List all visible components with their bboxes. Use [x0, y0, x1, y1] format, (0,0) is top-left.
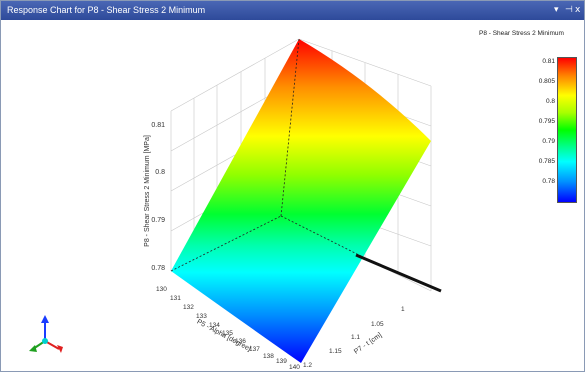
x-axis-ticks: 130 131 132 133 134 135 136 137 138 139 …	[156, 286, 300, 371]
y-axis-ticks: 1 1.05 1.1 1.15 1.2	[303, 306, 405, 369]
pin-button[interactable]: ▾	[554, 5, 559, 15]
y-tick: 1.1	[351, 334, 360, 341]
z-tick: 0.8	[155, 169, 165, 176]
chart-area[interactable]: 0.81 0.8 0.79 0.78 P8 - Shear Stress 2 M…	[1, 20, 584, 371]
dock-button[interactable]: ⊣	[565, 5, 573, 15]
x-tick: 140	[289, 364, 300, 371]
color-legend-bar	[557, 57, 577, 203]
title-bar: Response Chart for P8 - Shear Stress 2 M…	[1, 1, 584, 20]
z-tick: 0.79	[151, 217, 165, 224]
legend-tick: 0.79	[542, 138, 555, 145]
response-surface-plot[interactable]: 0.81 0.8 0.79 0.78 P8 - Shear Stress 2 M…	[1, 20, 584, 371]
x-tick: 134	[209, 322, 220, 329]
x-tick: 130	[156, 286, 167, 293]
z-tick: 0.78	[151, 265, 165, 272]
x-tick: 138	[263, 353, 274, 360]
x-axis-label: P5 - Alpha [degree]	[196, 319, 252, 353]
legend-tick: 0.81	[542, 58, 555, 65]
z-tick: 0.81	[151, 122, 165, 129]
response-surface	[171, 39, 431, 363]
x-tick: 132	[183, 304, 194, 311]
legend-tick: 0.785	[538, 158, 555, 165]
z-axis-ticks: 0.81 0.8 0.79 0.78	[151, 122, 165, 272]
x-tick: 137	[249, 346, 260, 353]
legend-title: P8 - Shear Stress 2 Minimum	[479, 30, 564, 37]
x-tick: 136	[235, 338, 246, 345]
legend-tick: 0.795	[538, 118, 555, 125]
y-tick: 1.2	[303, 362, 312, 369]
x-tick: 133	[196, 313, 207, 320]
legend-tick: 0.805	[538, 78, 555, 85]
x-tick: 139	[276, 358, 287, 365]
y-tick: 1.05	[371, 321, 384, 328]
x-tick: 135	[222, 330, 233, 337]
y-tick: 1	[401, 306, 405, 313]
z-axis-label: P8 - Shear Stress 2 Minimum [MPa]	[144, 135, 151, 247]
close-button[interactable]: x	[575, 5, 581, 15]
window-title: Response Chart for P8 - Shear Stress 2 M…	[7, 5, 206, 15]
legend-tick: 0.8	[545, 98, 555, 105]
orientation-triad-icon[interactable]	[29, 315, 63, 353]
legend-tick: 0.78	[542, 178, 555, 185]
front-axis-line	[355, 253, 442, 293]
y-tick: 1.15	[329, 348, 342, 355]
hidden-edges	[170, 38, 362, 272]
x-tick: 131	[170, 295, 181, 302]
